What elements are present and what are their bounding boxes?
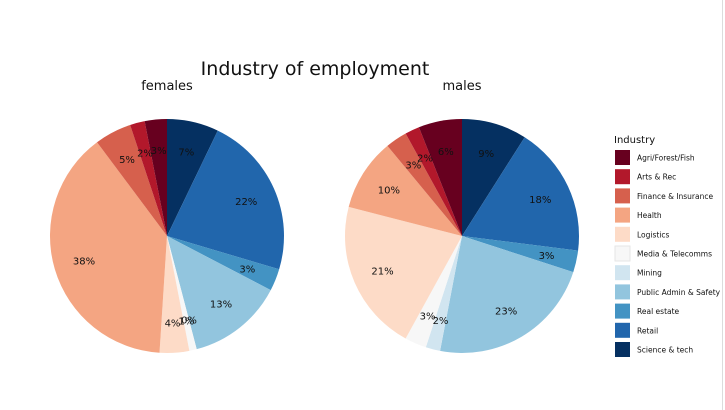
slice-label-males-health: 10% (378, 186, 400, 197)
legend-label-retail: Retail (637, 326, 658, 335)
slice-label-females-mining: 0% (181, 316, 197, 327)
slice-label-males-science-tech: 9% (478, 149, 494, 160)
slice-females-retail (167, 130, 284, 270)
slice-males-retail (462, 137, 580, 251)
window-edge (722, 0, 723, 410)
pie-panels: females7%22%3%13%0%1%4%38%5%2%3%males9%1… (49, 79, 580, 354)
slice-females-arts-rec (130, 121, 167, 236)
legend-swatch-health (615, 207, 630, 223)
slice-males-real-estate (462, 236, 579, 273)
legend-swatch-finance-insurance (615, 188, 630, 204)
slice-label-females-finance-insurance: 5% (119, 155, 135, 166)
slice-label-males-retail: 18% (529, 195, 551, 206)
legend-label-mining: Mining (637, 269, 662, 278)
slice-label-females-health: 38% (73, 257, 95, 268)
slice-label-males-real-estate: 3% (539, 251, 555, 262)
legend-label-arts-rec: Arts & Rec (637, 173, 676, 182)
slice-males-health (348, 145, 462, 236)
legend-swatch-logistics (615, 226, 630, 242)
legend-label-science-tech: Science & tech (637, 346, 693, 355)
legend-swatch-mining (615, 265, 630, 281)
legend-label-real-estate: Real estate (637, 307, 680, 316)
slice-females-finance-insurance (97, 124, 167, 236)
slice-males-science-tech (462, 118, 525, 236)
slice-females-agri-forest-fish (144, 119, 167, 236)
pie-title-females: females (141, 79, 193, 94)
legend-swatch-agri-forest-fish (615, 150, 630, 165)
slice-label-females-real-estate: 3% (239, 265, 255, 276)
slice-females-public-admin-safety (167, 236, 271, 350)
slice-females-logistics (159, 236, 190, 354)
slice-label-males-media-telecomms: 3% (420, 312, 436, 323)
legend-swatch-retail (615, 322, 630, 338)
slice-label-females-agri-forest-fish: 3% (151, 146, 167, 157)
legend-label-finance-insurance: Finance & Insurance (637, 192, 713, 201)
slice-females-media-telecomms (167, 236, 197, 351)
legend-label-health: Health (637, 211, 662, 220)
slice-label-females-public-admin-safety: 13% (210, 300, 232, 311)
slice-label-males-mining: 2% (433, 316, 449, 327)
slice-males-logistics (345, 206, 462, 339)
legend-title: Industry (614, 135, 655, 146)
legend-swatch-science-tech (615, 342, 630, 357)
slice-label-males-arts-rec: 2% (417, 154, 433, 165)
legend-swatch-arts-rec (615, 169, 630, 185)
legend-label-public-admin-safety: Public Admin & Safety (637, 288, 721, 297)
legend-label-logistics: Logistics (637, 230, 670, 239)
slice-males-finance-insurance (387, 133, 462, 236)
slice-males-agri-forest-fish (418, 119, 462, 236)
slice-males-arts-rec (405, 127, 462, 236)
slice-females-science-tech (167, 119, 218, 236)
slice-males-public-admin-safety (440, 236, 574, 354)
slice-label-males-finance-insurance: 3% (405, 160, 421, 171)
slice-label-females-media-telecomms: 1% (178, 316, 194, 327)
legend-label-media-telecomms: Media & Telecomms (637, 250, 712, 259)
slice-label-females-arts-rec: 2% (137, 148, 153, 159)
slice-label-males-logistics: 21% (371, 266, 393, 277)
slice-label-females-science-tech: 7% (178, 148, 194, 159)
slice-label-females-retail: 22% (235, 197, 257, 208)
slice-females-real-estate (167, 236, 280, 291)
legend-label-agri-forest-fish: Agri/Forest/Fish (637, 154, 695, 163)
slice-males-mining (425, 236, 462, 351)
legend-swatch-real-estate (615, 303, 630, 319)
slice-label-females-logistics: 4% (165, 318, 181, 329)
legend-swatch-media-telecomms (614, 245, 631, 262)
slice-label-males-agri-forest-fish: 6% (438, 147, 454, 158)
legend: Industry Agri/Forest/Fish Arts & Rec Finan… (614, 135, 721, 357)
slice-males-media-telecomms (405, 236, 462, 348)
slice-label-males-public-admin-safety: 23% (495, 307, 517, 318)
slice-females-health (49, 142, 167, 353)
pie-title-males: males (442, 79, 481, 94)
legend-swatch-public-admin-safety (615, 284, 630, 300)
chart-title: Industry of employment (201, 58, 430, 80)
